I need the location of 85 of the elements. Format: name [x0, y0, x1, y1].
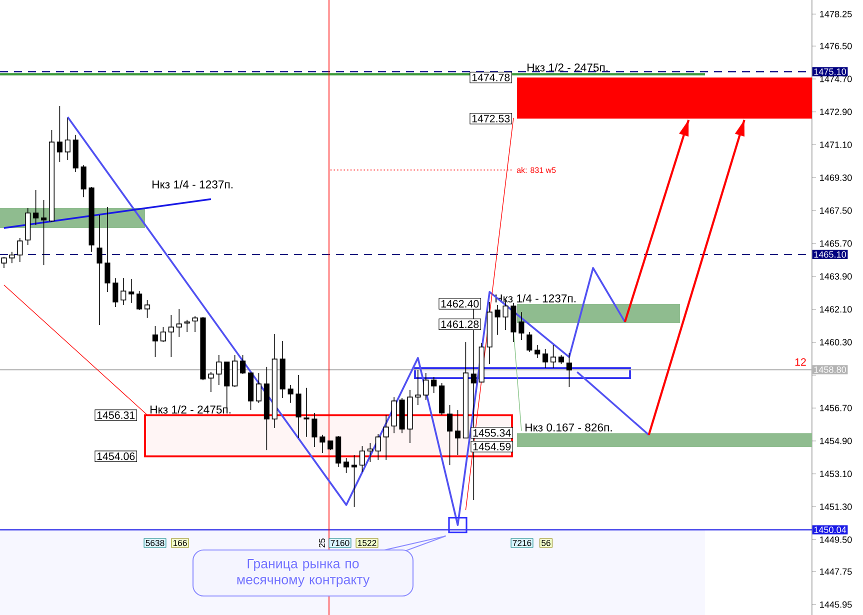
annotation: 1461.28 — [441, 320, 479, 328]
candlestick — [17, 238, 23, 262]
band-label: Нкз 1/4 - 1237п. — [152, 180, 232, 188]
candlestick — [192, 316, 198, 332]
candlestick — [33, 190, 39, 226]
candlestick — [80, 164, 86, 198]
candlestick — [64, 118, 70, 160]
y-tick-label: 1453.10 — [820, 470, 852, 478]
candlestick — [296, 374, 302, 438]
y-tick-label: 1451.30 — [820, 504, 852, 510]
candlestick — [447, 404, 453, 466]
candlestick — [312, 412, 318, 448]
candlestick — [160, 326, 166, 342]
candlestick — [454, 410, 461, 456]
y-tick-label: 1465.70 — [820, 240, 852, 247]
candlestick — [208, 372, 214, 392]
y-tick-label: 1462.10 — [820, 306, 852, 313]
annotation: 7160 — [330, 540, 350, 546]
annotation: 1454.06 — [97, 452, 135, 460]
y-tick-label: 1467.50 — [820, 207, 852, 214]
candlestick — [56, 106, 62, 162]
candlestick — [41, 200, 47, 266]
candlestick — [9, 252, 15, 264]
y-tick-label: 1469.30 — [820, 174, 852, 181]
annotation: 1462.40 — [441, 300, 479, 308]
y-tick-label: 1472.90 — [820, 108, 852, 116]
candlestick — [351, 454, 358, 508]
candlestick — [320, 434, 326, 454]
y-tick-label: 1463.90 — [820, 273, 852, 280]
y-tick-label: 1447.75 — [820, 568, 852, 575]
candlestick — [566, 352, 572, 388]
candlestick — [288, 384, 294, 404]
annotation: 7216 — [512, 540, 532, 546]
candlestick — [518, 312, 524, 340]
y-tick-label: 1476.50 — [820, 42, 852, 50]
candlestick — [304, 388, 310, 438]
candlestick — [328, 440, 334, 450]
candlestick — [144, 300, 150, 318]
y-tick-label: 1456.70 — [820, 404, 852, 412]
candlestick — [240, 354, 246, 374]
candlestick — [96, 214, 102, 326]
annotation: 1472.53 — [472, 114, 510, 122]
y-tick-label: 1460.30 — [820, 339, 852, 346]
annotation: 25 — [318, 538, 326, 548]
y-tick-label: 1471.10 — [820, 142, 852, 148]
candlestick — [112, 278, 118, 308]
candlestick — [494, 304, 500, 336]
y-tick-label: 1478.25 — [820, 10, 852, 18]
y-tick-label: 1445.95 — [820, 601, 852, 608]
ref-line-label: 1475.10 — [814, 68, 846, 75]
annotation: 1455.34 — [473, 429, 511, 437]
y-tick-label: 1474.70 — [820, 76, 852, 82]
band-label: Нкз 0.167 - 826п. — [526, 423, 612, 432]
annotation: ak: 831 w5 — [516, 167, 556, 173]
y-tick-label: 1449.50 — [820, 536, 852, 543]
y-tick-label: 1454.90 — [820, 438, 852, 444]
band-label: Нкз 1/2 - 2475п. — [528, 63, 608, 72]
candlestick — [344, 458, 350, 474]
candlestick — [104, 206, 110, 292]
annotation: 12 — [795, 358, 806, 366]
annotation: Граница рынка по месячному контракту — [237, 559, 370, 587]
candlestick — [128, 278, 134, 304]
ref-line-label: 1450.04 — [814, 526, 846, 534]
candlestick — [1, 256, 7, 268]
annotation: 1456.31 — [97, 411, 135, 419]
candlestick — [168, 314, 174, 358]
candlestick — [431, 376, 437, 394]
candlestick — [152, 326, 158, 358]
candlestick — [136, 290, 142, 310]
ref-line-label: 1458.80 — [814, 366, 846, 373]
annotation: 5638 — [146, 540, 164, 546]
candlestick — [176, 308, 182, 338]
candlestick — [184, 320, 190, 332]
candlestick — [120, 278, 126, 306]
ref-line-label: 1465.10 — [814, 251, 846, 258]
annotation: 56 — [542, 540, 550, 546]
candlestick — [542, 348, 548, 368]
annotation: 1454.59 — [473, 442, 511, 450]
annotation: 166 — [173, 540, 187, 546]
annotation: 1522 — [358, 540, 376, 546]
candlestick — [216, 354, 222, 386]
candlestick — [534, 344, 540, 358]
candlestick — [526, 332, 532, 352]
candlestick — [256, 372, 262, 404]
annotation: 1474.78 — [472, 74, 510, 82]
